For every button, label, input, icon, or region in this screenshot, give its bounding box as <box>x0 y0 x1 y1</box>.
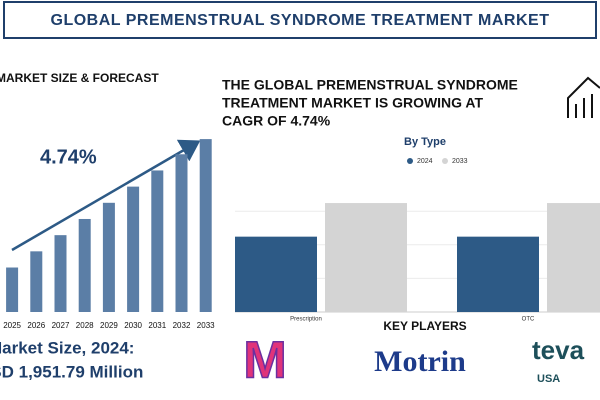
bar <box>78 218 91 312</box>
cagr-annotation: 4.74% <box>40 146 97 168</box>
logo: Motrin <box>374 345 466 378</box>
title-box <box>3 1 597 39</box>
bar <box>54 235 67 312</box>
bar <box>30 251 43 312</box>
market-size-label: Market Size, 2024: <box>0 338 134 357</box>
legend-label: 2024 <box>417 158 433 165</box>
bar <box>199 139 212 312</box>
x-tick-label: 2029 <box>100 321 118 330</box>
legend-label: 2033 <box>452 158 468 165</box>
page-title: GLOBAL PREMENSTRUAL SYNDROME TREATMENT M… <box>51 12 550 29</box>
headline: THE GLOBAL PREMENSTRUAL SYNDROME <box>222 77 518 93</box>
bar <box>457 236 539 312</box>
bar <box>102 202 115 312</box>
logo: M <box>243 332 286 390</box>
bar <box>235 236 317 312</box>
x-tick-label: 2028 <box>76 321 94 330</box>
market-size-value: USD 1,951.79 Million <box>0 362 143 381</box>
x-tick-label: OTC <box>522 317 535 323</box>
x-tick-label: 2033 <box>197 321 215 330</box>
bar <box>175 154 188 312</box>
chart-title: MARKET SIZE & FORECAST <box>0 71 159 85</box>
logo: teva <box>532 335 585 365</box>
section-title: KEY PLAYERS <box>383 319 466 333</box>
bar <box>325 203 407 312</box>
x-tick-label: 2031 <box>148 321 166 330</box>
x-tick-label: 2032 <box>173 321 191 330</box>
bar <box>6 267 19 312</box>
bar <box>151 170 164 312</box>
bar <box>127 186 140 312</box>
legend-swatch <box>442 158 448 164</box>
chart-title: By Type <box>404 136 446 148</box>
x-tick-label: 2030 <box>124 321 142 330</box>
house-icon <box>567 76 600 118</box>
x-tick-label: 2027 <box>52 321 70 330</box>
x-tick-label: 2025 <box>3 321 21 330</box>
logo: USA <box>537 373 560 385</box>
bar <box>547 203 600 312</box>
legend-swatch <box>407 158 413 164</box>
growth-arrow <box>11 139 201 252</box>
headline: CAGR OF 4.74% <box>222 113 331 129</box>
x-tick-label: 2026 <box>27 321 45 330</box>
headline: TREATMENT MARKET IS GROWING AT <box>222 95 483 111</box>
x-tick-label: Prescription <box>290 317 322 323</box>
